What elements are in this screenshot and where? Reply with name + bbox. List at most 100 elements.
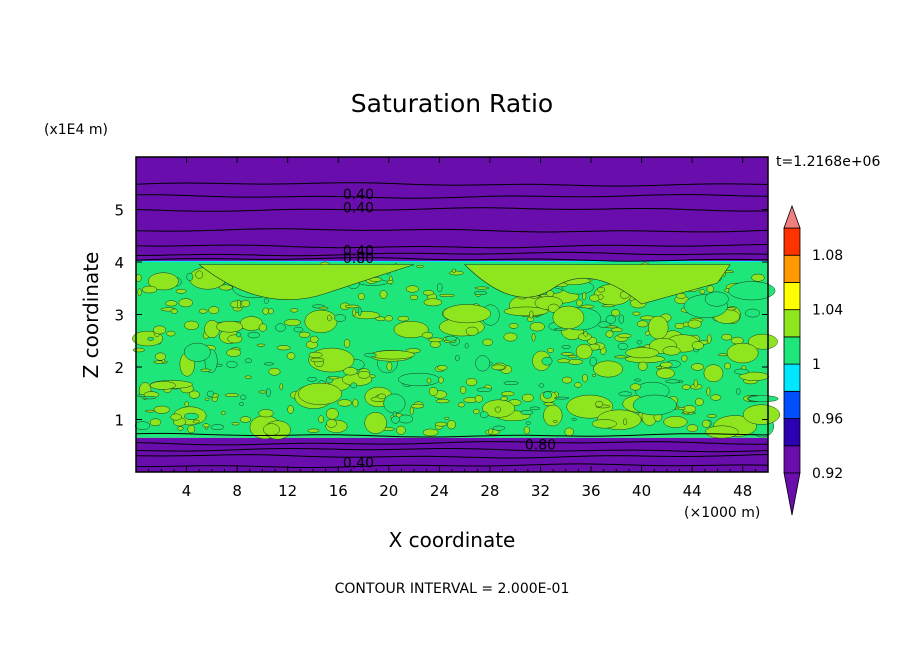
cloud-patch [357,306,362,317]
cloud-patch [449,270,464,276]
y-tick-label: 3 [114,307,124,325]
cloud-patch [520,409,534,415]
x-tick-label: 36 [581,482,600,500]
cloud-patch [397,372,440,387]
colorbar-segment [783,418,801,447]
cloud-patch [226,348,242,357]
cloud-patch [634,378,641,382]
cloud-patch [574,382,582,388]
colorbar-segment [783,282,801,311]
cloud-patch [263,362,275,366]
cloud-patch [337,399,352,407]
cloud-patch [464,343,469,349]
cloud-patch [476,387,492,393]
cloud-patch [384,315,393,322]
cloud-patch [396,425,406,435]
cloud-patch [465,326,479,336]
cloud-patch [541,356,553,366]
cloud-patch [262,307,269,315]
x-tick-label: 48 [733,482,752,500]
cloud-patch [132,347,145,353]
cloud-patch [147,272,179,291]
cloud-patch [703,364,724,383]
x-tick-label: 16 [329,482,348,500]
cloud-patch [618,314,625,324]
cloud-patch [454,355,460,361]
x-tick-label: 40 [632,482,651,500]
cloud-patch [582,292,587,301]
cloud-patch [200,368,212,372]
cloud-patch [552,305,585,330]
cloud-patch [192,419,200,424]
cloud-patch [529,406,541,411]
cloud-patch [597,286,606,293]
x-tick-label: 44 [683,482,702,500]
cloud-patch [149,381,176,390]
cloud-patch [632,394,677,416]
cloud-patch [377,393,386,400]
cloud-patch [546,290,555,297]
cloud-patch [457,402,465,408]
cloud-patch [391,415,400,424]
cloud-patch [597,294,604,300]
cloud-patch [183,342,211,362]
cloud-patch [304,309,338,334]
cloud-patch [343,367,358,376]
cloud-patch [221,410,226,416]
cloud-patch [152,325,167,335]
cloud-patch [298,382,343,405]
cloud-patch [263,423,280,436]
contour-line [135,447,769,453]
cloud-patch [706,414,718,418]
cloud-patch [256,343,266,347]
contour-line [135,454,769,459]
cloud-patch [244,358,252,364]
cloud-patch [687,319,702,329]
cloud-patch [184,401,189,407]
cloud-patch [617,333,632,339]
y-tick-label: 4 [114,254,124,272]
cloud-patch [188,390,200,399]
cloud-patch [660,361,673,368]
cloud-patch [137,288,142,297]
contour-line [135,244,769,249]
cloud-patch [566,394,614,419]
cloud-patch [656,367,675,379]
cloud-patch [435,421,447,427]
cloud-patch [447,419,456,430]
x-tick-label: 12 [278,482,297,500]
cloud-patch [268,367,281,376]
contour-line [135,207,769,212]
contour-line [135,432,769,438]
colorbar-segment [783,445,801,474]
y-tick-label: 2 [114,359,124,377]
cloud-patch [747,395,779,403]
cloud-patch [561,376,573,384]
cloud-patch [492,425,506,431]
cloud-patch [494,406,501,413]
cloud-patch [165,300,178,307]
x-tick-label: 8 [232,482,242,500]
cloud-patch [560,352,574,356]
cloud-patch [686,424,699,432]
colorbar-tick-label: 0.92 [812,466,843,482]
y-axis-ticks: 1 2 3 4 5 [114,202,768,430]
cloud-patch [175,288,187,294]
cloud-patch [178,298,193,308]
cloud-patch [435,399,450,404]
cloud-patch [503,306,549,317]
colorbar-segment [783,363,801,392]
cloud-patch [531,333,536,342]
x-tick-label: 4 [182,482,192,500]
cloud-patch [710,394,722,401]
cloud-patch [438,376,444,384]
cloud-patch [422,428,439,437]
cloud-patch [275,323,286,332]
y-axis-title: Z coordinate [79,252,103,379]
cloud-patch [611,309,620,317]
cloud-patch [166,330,176,337]
cloud-patch [726,342,759,364]
cloud-patch [623,418,628,426]
cloud-patch [152,360,168,364]
